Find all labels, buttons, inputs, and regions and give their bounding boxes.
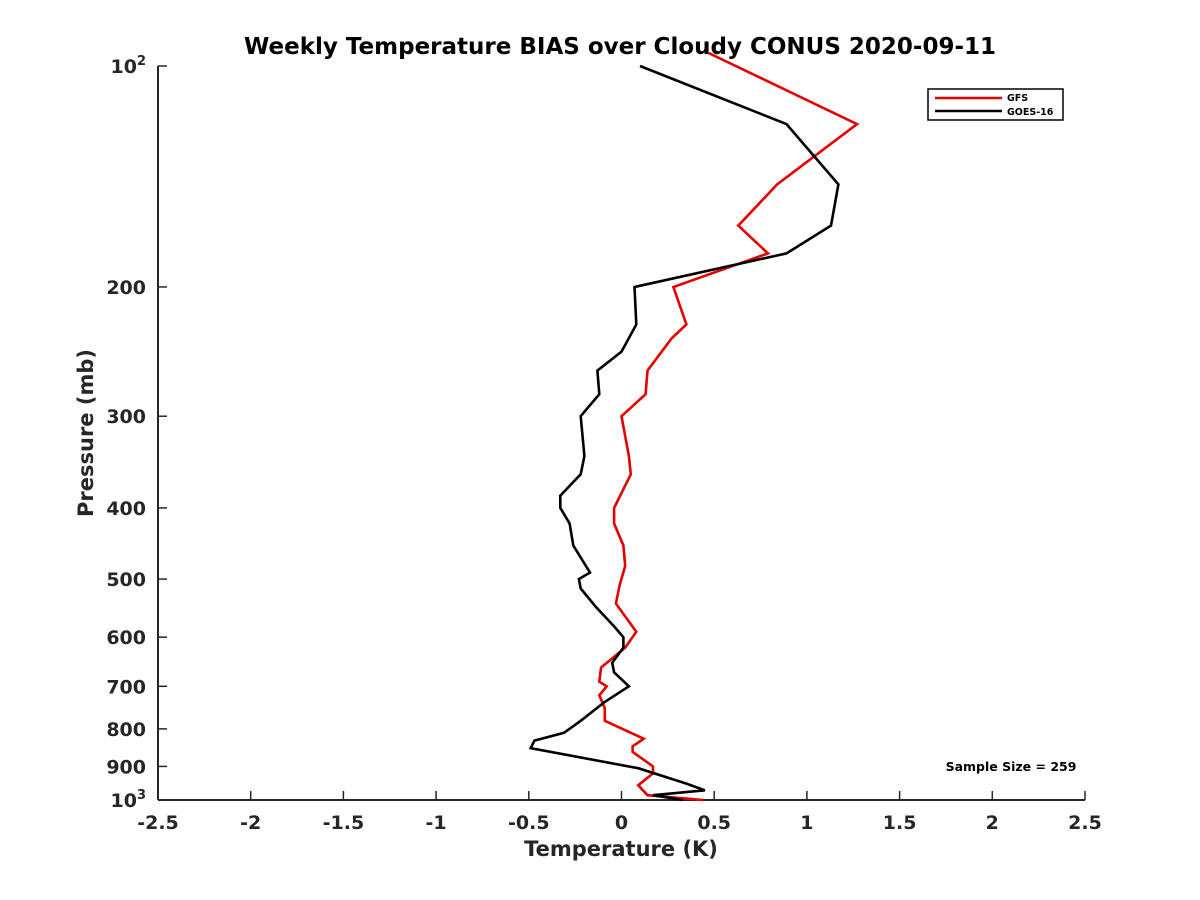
y-axis-ticks: 102 200 300 400 500 600 700 800 900 103 [106, 54, 167, 812]
legend-label-gfs: GFS [1007, 93, 1028, 104]
legend-label-goes16: GOES-16 [1007, 107, 1054, 118]
x-tick-label: 1.5 [883, 812, 917, 834]
series-line-gfs [597, 51, 860, 802]
x-axis-ticks: -2.5 -2 -1.5 -1 -0.5 0 0.5 1 1.5 2 2.5 [137, 791, 1102, 834]
y-tick-label: 500 [106, 569, 146, 591]
legend: GFS GOES-16 [927, 88, 1064, 121]
series-line-goes16 [528, 64, 840, 802]
x-tick-label: 0 [615, 812, 628, 834]
series-layer [528, 51, 860, 802]
y-tick-label: 800 [106, 719, 146, 741]
x-axis-label: Temperature (K) [524, 837, 718, 861]
y-tick-label: 102 [111, 54, 147, 78]
x-tick-label: -0.5 [508, 812, 550, 834]
y-tick-label: 600 [106, 627, 146, 649]
x-tick-label: 0.5 [697, 812, 731, 834]
chart-title: Weekly Temperature BIAS over Cloudy CONU… [244, 34, 996, 60]
y-tick-label: 300 [106, 406, 146, 428]
x-tick-label: -2.5 [137, 812, 179, 834]
sample-size-annotation: Sample Size = 259 [946, 759, 1077, 774]
y-axis-label: Pressure (mb) [74, 349, 98, 517]
x-tick-label: -2 [240, 812, 261, 834]
x-tick-label: -1 [426, 812, 447, 834]
legend-box [927, 88, 1064, 121]
y-tick-label: 700 [106, 676, 146, 698]
y-tick-label: 200 [106, 277, 146, 299]
x-tick-label: 2 [986, 812, 999, 834]
y-tick-label: 103 [111, 788, 147, 812]
y-tick-label: 400 [106, 498, 146, 520]
x-tick-label: 2.5 [1068, 812, 1102, 834]
x-tick-label: 1 [800, 812, 813, 834]
y-tick-label: 900 [106, 756, 146, 778]
x-tick-label: -1.5 [323, 812, 365, 834]
